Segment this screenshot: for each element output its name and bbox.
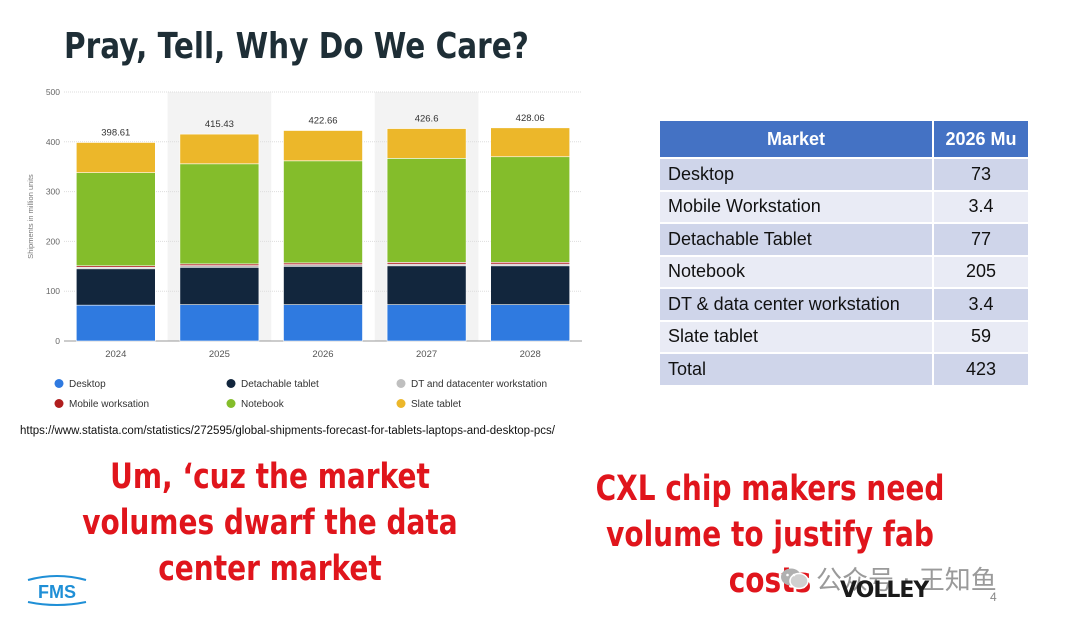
table-row: Desktop 73 — [658, 157, 1030, 192]
bar-segment-slate-tablet — [283, 130, 363, 162]
bar-total-label: 422.66 — [308, 116, 337, 127]
bar-segment-notebook — [283, 160, 363, 264]
slide-title: Pray, Tell, Why Do We Care? — [64, 26, 529, 67]
x-tick-label: 2026 — [312, 349, 333, 360]
bar-segment-notebook — [386, 158, 467, 263]
legend-marker — [54, 399, 64, 408]
bar-segment-notebook — [490, 156, 571, 263]
table-cell-market: Total — [658, 352, 934, 387]
fms-logo-text: FMS — [38, 582, 76, 602]
bar-segment-notebook — [75, 172, 156, 267]
bar-segment-detachable-tablet — [490, 265, 571, 305]
table-cell-market: Notebook — [658, 254, 934, 289]
bar-segment-desktop — [386, 304, 467, 342]
fms-logo: FMS — [27, 575, 87, 606]
legend-label: Desktop — [69, 379, 106, 390]
table-row: Notebook 205 — [658, 254, 1030, 289]
bar-segment-slate-tablet — [75, 142, 156, 173]
table-cell-market: Desktop — [658, 157, 934, 192]
legend-label: Notebook — [241, 399, 285, 410]
y-tick-label: 0 — [55, 336, 60, 346]
table-cell-value: 423 — [932, 352, 1030, 387]
legend-label: Mobile worksation — [69, 399, 149, 410]
bar-segment-slate-tablet — [179, 133, 260, 165]
table-row: Detachable Tablet 77 — [658, 222, 1030, 257]
y-tick-label: 400 — [46, 137, 60, 147]
legend-marker — [396, 399, 406, 408]
bar-segment-desktop — [283, 304, 363, 342]
legend-label: Detachable tablet — [241, 379, 319, 390]
bar-segment-detachable-tablet — [179, 266, 260, 305]
callout-line: CXL chip makers need — [595, 469, 945, 509]
bar-segment-detachable-tablet — [283, 266, 363, 305]
y-tick-label: 200 — [46, 236, 60, 246]
x-tick-label: 2025 — [209, 349, 230, 360]
table-cell-value: 59 — [932, 319, 1030, 354]
y-axis-label: Shipments in million units — [26, 174, 35, 259]
y-tick-label: 100 — [46, 286, 60, 296]
callout-line: center market — [158, 549, 382, 589]
page-number: 4 — [990, 590, 997, 604]
table-row: Mobile Workstation 3.4 — [658, 189, 1030, 224]
table-cell-market: Mobile Workstation — [658, 189, 934, 224]
table-cell-value: 3.4 — [932, 189, 1030, 224]
header-market: Market — [658, 119, 934, 159]
watermark-text: 公众号 · 王知鱼 — [816, 566, 997, 596]
legend-marker — [396, 379, 406, 388]
bar-segment-slate-tablet — [490, 127, 571, 158]
legend-label: DT and datacenter workstation — [411, 379, 547, 390]
market-volume-table: Market 2026 Mu Desktop 73 Mobile Worksta… — [658, 119, 1030, 387]
bar-total-label: 426.6 — [415, 114, 439, 125]
bar-segment-desktop — [490, 304, 571, 342]
table-cell-value: 205 — [932, 254, 1030, 289]
bar-segment-notebook — [179, 163, 260, 265]
table-row: DT & data center workstation 3.4 — [658, 287, 1030, 322]
table-cell-market: Detachable Tablet — [658, 222, 934, 257]
x-tick-label: 2027 — [416, 349, 437, 360]
y-tick-label: 500 — [46, 87, 60, 97]
y-tick-label: 300 — [46, 187, 60, 197]
bar-segment-desktop — [179, 304, 260, 342]
bar-segment-detachable-tablet — [75, 268, 156, 306]
bar-total-label: 398.61 — [101, 127, 130, 138]
legend-label: Slate tablet — [411, 399, 461, 410]
x-tick-label: 2024 — [105, 349, 126, 360]
stacked-bar-chart: 0 100 200 300 400 500 Shipments in million uni… — [26, 87, 582, 410]
legend-marker — [226, 399, 236, 408]
header-2026-mu: 2026 Mu — [932, 119, 1030, 159]
table-cell-value: 77 — [932, 222, 1030, 257]
callout-line: Um, ‘cuz the market — [110, 457, 430, 497]
bar-segment-detachable-tablet — [386, 265, 467, 305]
source-url: https://www.statista.com/statistics/2725… — [20, 425, 555, 437]
table-row: Slate tablet 59 — [658, 319, 1030, 354]
callout-line: volumes dwarf the data — [82, 503, 458, 543]
legend-marker — [54, 379, 64, 388]
table-cell-market: Slate tablet — [658, 319, 934, 354]
callout-market-volumes: Um, ‘cuz the market volumes dwarf the da… — [78, 454, 462, 592]
legend-marker — [226, 379, 236, 388]
bar-segment-slate-tablet — [386, 128, 467, 159]
callout-line: volume to justify fab costs — [606, 515, 934, 601]
table-cell-value: 73 — [932, 157, 1030, 192]
volley-logo: VOLLEY — [840, 578, 929, 603]
callout-cxl-chip-makers: CXL chip makers need volume to justify f… — [570, 466, 970, 604]
table-row-total: Total 423 — [658, 352, 1030, 387]
wechat-icon — [781, 568, 809, 590]
x-tick-label: 2028 — [520, 349, 541, 360]
table-header-row: Market 2026 Mu — [658, 119, 1030, 159]
bar-segment-desktop — [75, 304, 156, 342]
table-cell-value: 3.4 — [932, 287, 1030, 322]
table-cell-market: DT & data center workstation — [658, 287, 934, 322]
wechat-watermark: 公众号 · 王知鱼 — [780, 560, 997, 597]
bar-total-label: 428.06 — [516, 113, 545, 124]
bar-total-label: 415.43 — [205, 119, 234, 130]
